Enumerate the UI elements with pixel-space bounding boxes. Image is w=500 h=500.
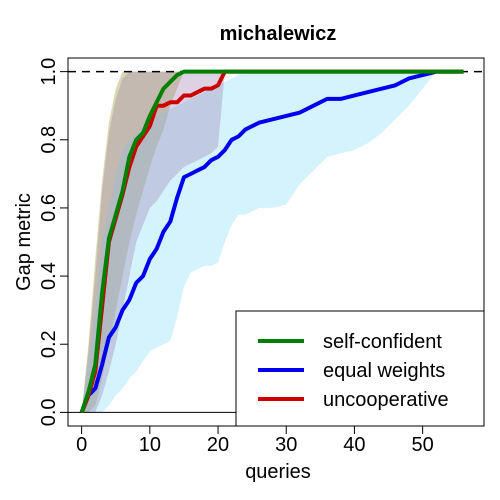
y-tick-label: 0.8 bbox=[38, 126, 60, 154]
legend-label-0: self-confident bbox=[323, 331, 442, 353]
y-tick-label: 1.0 bbox=[38, 58, 60, 86]
x-tick-label: 0 bbox=[76, 434, 87, 456]
band-series-1 bbox=[81, 71, 464, 413]
x-tick-label: 10 bbox=[139, 434, 161, 456]
y-axis: 0.0 0.2 0.4 0.6 0.8 1.0 bbox=[38, 58, 69, 426]
y-tick-label: 0.6 bbox=[38, 194, 60, 222]
y-axis-label: Gap metric bbox=[13, 193, 35, 291]
y-tick-label: 0.4 bbox=[38, 262, 60, 290]
x-tick-label: 30 bbox=[275, 434, 297, 456]
series-line-1 bbox=[79, 69, 464, 414]
y-tick-label: 0.0 bbox=[38, 398, 60, 426]
legend-label-2: uncooperative bbox=[323, 389, 449, 411]
x-axis-label: queries bbox=[245, 461, 311, 483]
band-series-0 bbox=[81, 71, 464, 413]
series-lines bbox=[79, 69, 464, 414]
legend-label-1: equal weights bbox=[323, 360, 445, 382]
band-series-2 bbox=[81, 71, 464, 413]
x-tick-label: 50 bbox=[411, 434, 433, 456]
y-tick-label: 0.2 bbox=[38, 330, 60, 358]
chart-title: michalewicz bbox=[220, 23, 337, 45]
series-line-0 bbox=[79, 69, 464, 414]
confidence-bands bbox=[81, 71, 464, 413]
x-tick-label: 20 bbox=[207, 434, 229, 456]
x-tick-label: 40 bbox=[343, 434, 365, 456]
legend: self-confident equal weights uncooperative bbox=[235, 310, 485, 427]
